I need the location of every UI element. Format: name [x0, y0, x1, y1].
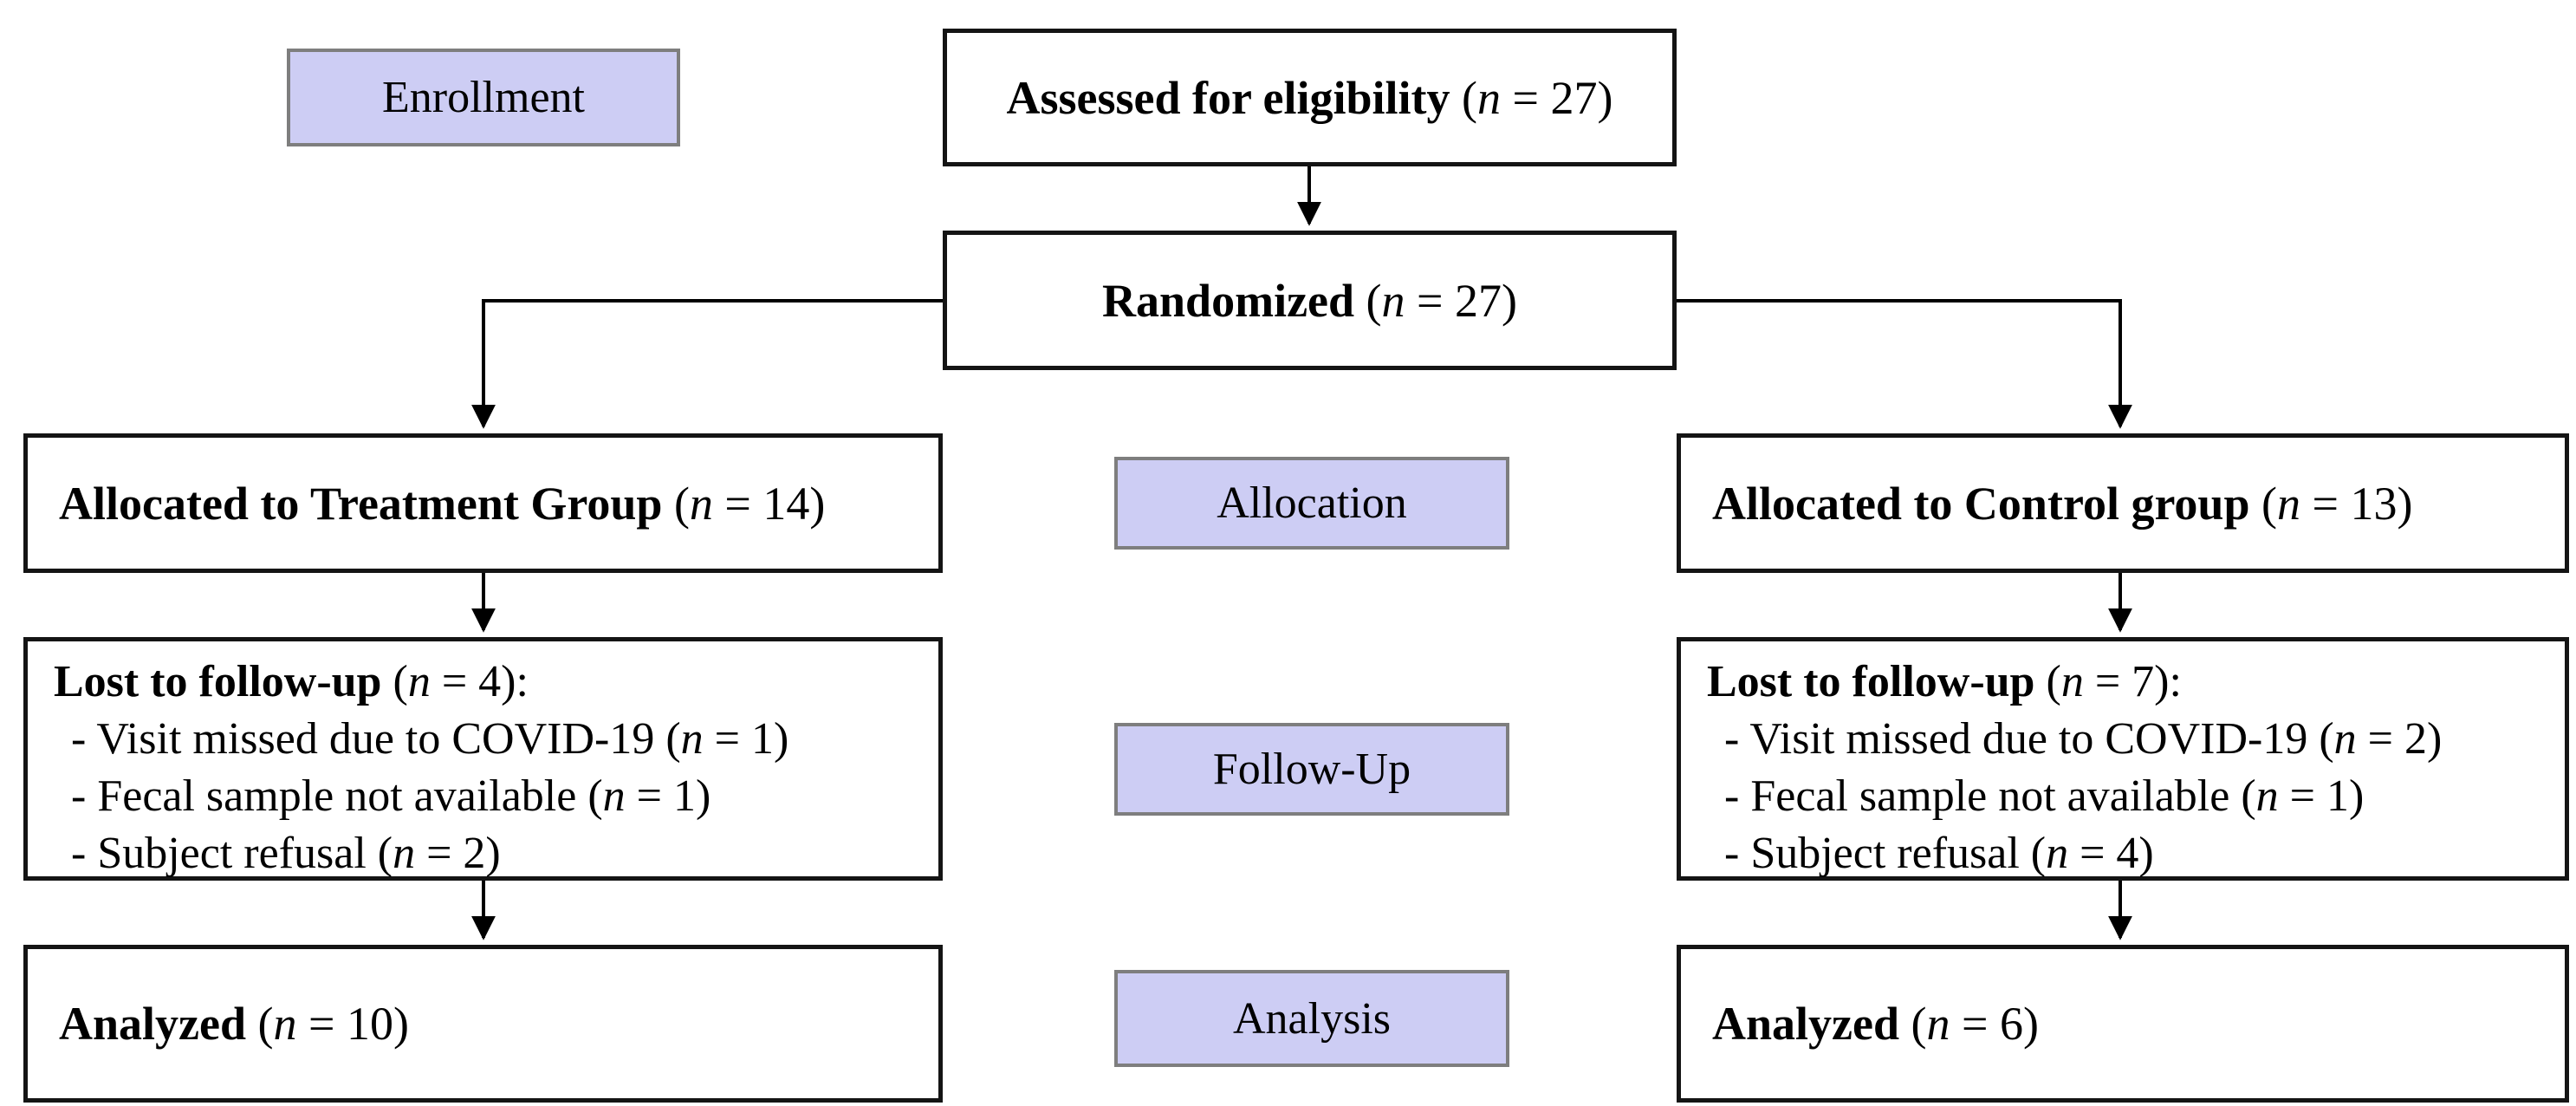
box-allocated-control: Allocated to Control group (n = 13): [1677, 433, 2569, 573]
stage-badge-follow-up: Follow-Up: [1114, 723, 1509, 816]
stage-badge-allocation: Allocation: [1114, 457, 1509, 550]
analyzed-control-label: Analyzed (n = 6): [1712, 998, 2039, 1050]
connector-randomized-treatment: [471, 299, 943, 429]
connector-randomized-control: [1677, 299, 2132, 429]
box-lost-followup-treatment: Lost to follow-up (n = 4): - Visit missed…: [23, 637, 943, 881]
box-analyzed-treatment: Analyzed (n = 10): [23, 945, 943, 1103]
box-lost-followup-control: Lost to follow-up (n = 7): - Visit missed…: [1677, 637, 2569, 881]
lost-followup-treatment-text: Lost to follow-up (n = 4): - Visit missed…: [54, 657, 789, 879]
randomized-label: Randomized (n = 27): [1102, 274, 1517, 327]
analyzed-treatment-label: Analyzed (n = 10): [59, 998, 409, 1050]
assessed-label: Assessed for eligibility (n = 27): [1006, 71, 1613, 124]
stage-badge-enrollment: Enrollment: [287, 49, 680, 146]
box-allocated-treatment: Allocated to Treatment Group (n = 14): [23, 433, 943, 573]
box-assessed-for-eligibility: Assessed for eligibility (n = 27): [943, 29, 1677, 166]
box-randomized: Randomized (n = 27): [943, 231, 1677, 370]
allocated-control-label: Allocated to Control group (n = 13): [1712, 477, 2413, 530]
lost-followup-control-text: Lost to follow-up (n = 7): - Visit missed…: [1707, 657, 2443, 879]
box-analyzed-control: Analyzed (n = 6): [1677, 945, 2569, 1103]
allocated-treatment-label: Allocated to Treatment Group (n = 14): [59, 477, 826, 530]
stage-badge-analysis: Analysis: [1114, 970, 1509, 1067]
